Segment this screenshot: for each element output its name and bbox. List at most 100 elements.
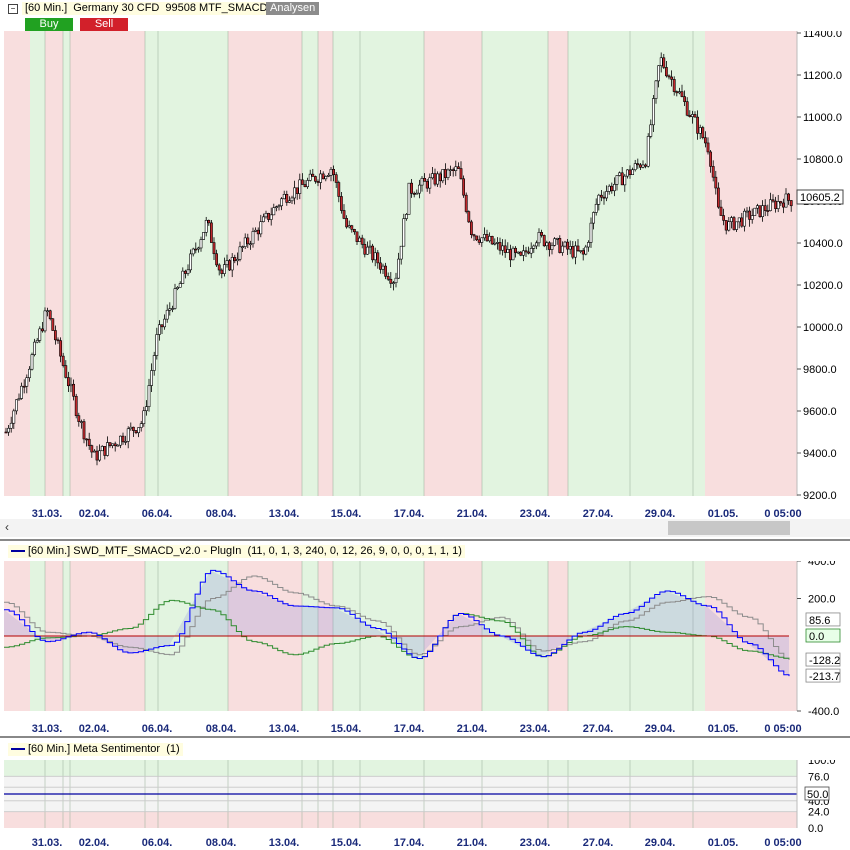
candle-body — [581, 250, 585, 255]
last-price-label: 10605.2 — [800, 192, 840, 204]
candle-body — [729, 217, 733, 222]
buy-button[interactable]: Buy — [25, 18, 73, 31]
candle-body — [732, 217, 736, 230]
candle-body — [498, 242, 502, 251]
candle-body — [243, 237, 247, 247]
sell-button[interactable]: Sell — [80, 18, 128, 31]
time-tick-label: 17.04. — [394, 508, 425, 519]
candle-body — [274, 206, 278, 209]
sell-zone — [548, 31, 568, 496]
time-tick-label: 21.04. — [457, 723, 488, 735]
time-tick-label: 08.04. — [206, 837, 237, 849]
candle-body — [469, 221, 473, 235]
candle-body — [545, 242, 549, 247]
candle-body — [534, 242, 538, 247]
candle-body — [703, 137, 707, 144]
macd-tick-label: 400.0 — [808, 561, 836, 568]
candle-body — [69, 383, 73, 387]
candle-body — [641, 164, 645, 168]
analysen-button[interactable]: Analysen — [266, 2, 320, 15]
candle-body — [225, 260, 229, 265]
candle-body — [612, 184, 616, 192]
candle-body — [59, 340, 63, 357]
candle-body — [563, 241, 567, 247]
candle-body — [134, 430, 138, 434]
candle-body — [98, 450, 102, 461]
candle-body — [106, 442, 109, 456]
candle-body — [524, 250, 528, 253]
candle-body — [755, 205, 759, 209]
buy-zone — [30, 31, 45, 496]
candle-body — [116, 444, 120, 447]
candle-body — [236, 258, 239, 262]
candle-body — [758, 205, 762, 217]
candle-body — [454, 166, 458, 171]
candle-body — [696, 116, 700, 134]
candle-body — [571, 246, 575, 258]
buy-zone — [302, 31, 318, 496]
candle-body — [4, 431, 8, 434]
price-tick-label: 11400.0 — [803, 31, 842, 40]
candle-body — [547, 242, 551, 250]
candle-body — [394, 277, 398, 284]
sentiment-tick-label: 100.0 — [808, 760, 836, 767]
candle-body — [768, 199, 772, 211]
scroll-left-icon[interactable]: ‹ — [5, 520, 9, 534]
macd-value-label: 85.6 — [809, 615, 830, 627]
candle-body — [119, 435, 122, 446]
time-tick-label: 27.04. — [583, 837, 614, 849]
candle-body — [462, 178, 466, 196]
candle-body — [735, 221, 739, 230]
sell-zone — [424, 31, 482, 496]
candle-body — [256, 229, 260, 235]
candle-body — [376, 252, 380, 264]
candle-body — [605, 191, 609, 199]
candle-body — [176, 287, 180, 290]
macd-chart[interactable]: 400.0 200.0 -400.0 0.0 85.6 -128.2 -213.7 31.… — [0, 561, 850, 736]
sell-zone — [705, 31, 797, 496]
candle-body — [53, 330, 57, 341]
candle-body — [350, 225, 354, 230]
candle-body — [586, 242, 590, 248]
time-tick-label: 13.04. — [269, 837, 300, 849]
macd-fill-area — [4, 570, 789, 677]
sentiment-chart[interactable]: 100.076.040.024.00.050.0 31.03. 02.04. 06.… — [0, 760, 850, 850]
candle-body — [147, 385, 151, 407]
candle-body — [430, 173, 434, 179]
candle-body — [670, 76, 674, 80]
candle-body — [233, 257, 237, 262]
price-chart[interactable]: 11400.011200.011000.010800.010600.010400… — [0, 31, 850, 519]
candle-body — [33, 341, 37, 355]
candle-body — [748, 210, 752, 220]
time-tick-label: 29.04. — [645, 837, 676, 849]
time-tick-label: 29.04. — [645, 508, 676, 519]
panel-divider[interactable] — [0, 539, 850, 541]
candle-body — [433, 173, 437, 185]
sentiment-tick-label: 76.0 — [808, 771, 829, 783]
candle-body — [373, 252, 377, 261]
chart-title: [60 Min.] Germany 30 CFD 99508 MTF_SMACD — [22, 2, 277, 15]
candle-body — [249, 243, 252, 246]
candle-body — [35, 340, 39, 343]
collapse-icon[interactable]: − — [8, 4, 18, 14]
candle-body — [48, 310, 52, 320]
sentiment-axis: 100.076.040.024.00.050.0 — [804, 760, 836, 835]
candle-body — [363, 243, 367, 255]
horizontal-scrollbar[interactable] — [0, 519, 850, 537]
candle-body — [636, 163, 640, 166]
candle-body — [607, 185, 611, 192]
sell-zone — [228, 31, 302, 496]
scrollbar-thumb[interactable] — [668, 521, 790, 535]
candle-body — [210, 222, 213, 243]
candle-body — [532, 245, 536, 249]
candle-body — [766, 210, 770, 212]
candle-body — [280, 198, 284, 207]
buy-zone — [63, 31, 70, 496]
candle-body — [30, 354, 34, 370]
time-tick-label: 23.04. — [520, 723, 551, 735]
candle-body — [662, 57, 666, 68]
candle-body — [20, 385, 24, 399]
candle-body — [158, 324, 161, 335]
candle-body — [25, 377, 29, 387]
panel-divider[interactable] — [0, 736, 850, 738]
